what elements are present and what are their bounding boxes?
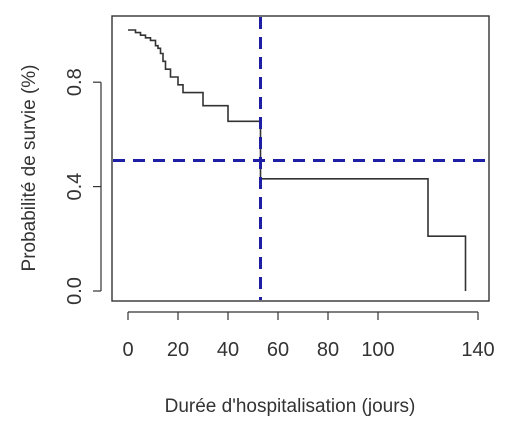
x-axis: 0 20 40 60 80 100 140 <box>122 311 495 361</box>
x-tick-label: 100 <box>361 339 394 361</box>
y-tick-label: 0.4 <box>64 173 86 201</box>
x-axis-title: Durée d'hospitalisation (jours) <box>165 396 416 417</box>
x-tick-label: 0 <box>122 339 133 361</box>
y-axis: 0.0 0.4 0.8 <box>64 68 102 305</box>
x-tick-label: 140 <box>461 339 494 361</box>
reference-lines-layer <box>113 17 488 300</box>
y-axis-title: Probabilité de survie (%) <box>19 65 40 272</box>
x-tick-label: 80 <box>317 339 339 361</box>
survival-curve-layer <box>128 29 467 291</box>
plot-box <box>111 15 490 302</box>
x-tick-label: 60 <box>267 339 289 361</box>
y-tick-label: 0.0 <box>64 277 86 305</box>
x-tick-label: 40 <box>217 339 239 361</box>
survival-step-line <box>128 29 467 291</box>
x-tick-label: 20 <box>167 339 189 361</box>
y-tick-label: 0.8 <box>64 68 86 96</box>
